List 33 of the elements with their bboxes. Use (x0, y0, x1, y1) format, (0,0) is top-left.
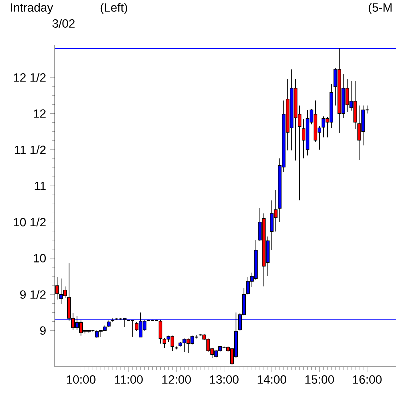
candlestick (302, 119, 306, 159)
candlestick (186, 338, 190, 354)
candlestick (158, 320, 163, 344)
chart-title: Intraday (11, 3, 54, 14)
candlestick (182, 338, 186, 353)
y-tick-label: 9 1/2 (20, 290, 46, 300)
y-tick-label: 11 1/2 (15, 146, 46, 154)
candlestick (346, 78, 350, 113)
candlestick (130, 320, 135, 338)
x-tick-label: 14:00 (258, 376, 286, 384)
x-tick-label: 10:00 (67, 376, 96, 384)
candlestick (60, 278, 64, 304)
x-tick-label: 12:00 (162, 376, 192, 384)
candlestick (246, 276, 250, 295)
x-tick-label: 11:00 (115, 376, 143, 384)
candlestick (162, 338, 167, 349)
text: 3/02 (52, 19, 75, 28)
x-tick-label: 13:00 (210, 376, 239, 384)
candlestick (64, 286, 68, 299)
y-tick-label: 9 (40, 326, 46, 336)
candlestick (322, 116, 326, 138)
y-tick-label: 11 (34, 182, 46, 190)
x-tick-label: 15:00 (306, 376, 334, 384)
text: (5-M (368, 3, 392, 14)
y-tick-label: 10 1/2 (14, 218, 46, 227)
candlestick (79, 320, 84, 336)
x-tick-label: 16:00 (353, 376, 382, 384)
y-tick-label: 10 (34, 254, 46, 263)
y-tick-label: 12 (34, 110, 46, 118)
y-tick-label: 12 1/2 (14, 73, 46, 82)
text: (Left) (100, 3, 128, 14)
candlestick (170, 336, 174, 352)
candlestick (111, 318, 115, 322)
